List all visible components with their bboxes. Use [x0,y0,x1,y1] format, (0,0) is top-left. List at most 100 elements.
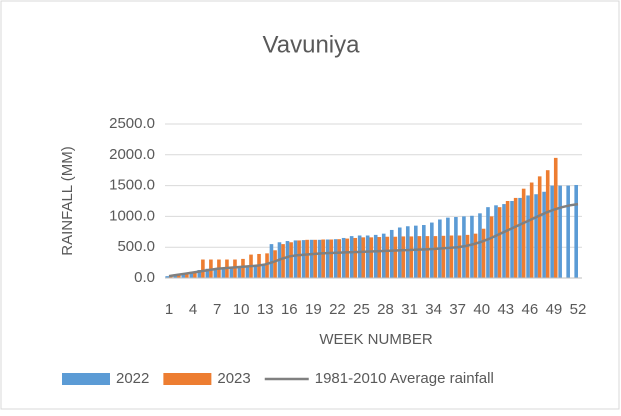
bar [221,267,226,278]
bar [502,204,506,278]
bar [297,240,301,278]
bar [494,205,498,278]
bar [317,239,322,278]
x-tick-label: 1 [165,301,173,318]
x-tick-label: 16 [281,301,298,318]
y-tick-label: 0.0 [134,269,155,286]
bar [353,237,358,278]
bar [309,239,314,278]
bar [185,273,189,278]
bar [237,266,242,278]
bar [574,184,578,278]
y-tick-label: 2000.0 [109,146,155,163]
bar [337,239,342,278]
bar [545,170,550,278]
x-tick-label: 10 [233,301,250,318]
bar [425,236,430,278]
legend-label: 1981-2010 Average rainfall [315,370,494,387]
bar [229,266,234,278]
x-tick-label: 40 [473,301,490,318]
bar [313,239,317,278]
bar [489,216,494,278]
x-tick-label: 37 [449,301,466,318]
bar [377,237,382,278]
x-tick-label: 19 [305,301,322,318]
bar [505,201,510,278]
bar [389,229,394,278]
y-tick-label: 1500.0 [109,177,155,194]
bar [345,238,350,278]
bar [542,191,546,278]
bar [417,236,422,278]
legend-label: 2023 [217,370,250,387]
bar [365,235,370,278]
legend-swatch [62,373,110,385]
bar [553,157,558,278]
bar [245,265,250,278]
bar [269,244,274,278]
bar [558,185,562,278]
bar [333,239,338,278]
bar [213,268,218,278]
bar [526,195,530,278]
x-tick-label: 25 [353,301,370,318]
bar [177,274,181,278]
y-tick-label: 1000.0 [109,207,155,224]
bar [321,239,325,278]
bar [381,233,386,278]
bar [165,276,170,278]
bar [478,213,482,278]
bar [373,234,378,278]
x-tick-label: 7 [213,301,221,318]
bar [305,239,309,278]
bar [518,197,522,278]
chart-title: Vavuniya [263,31,361,58]
bar [281,244,285,278]
bar [470,215,474,278]
x-tick-label: 22 [329,301,346,318]
bar [473,233,478,278]
x-tick-label: 46 [522,301,539,318]
line [168,202,579,278]
bar [205,268,210,278]
x-tick-label: 49 [546,301,563,318]
bar [385,236,390,278]
bar [369,237,374,278]
bar [233,259,237,278]
legend-label: 2022 [116,370,149,387]
bar [449,235,454,278]
x-tick-label: 43 [497,301,514,318]
bar [529,182,534,278]
bar [397,227,402,278]
bar [329,239,334,278]
bar [409,236,414,278]
bar [422,225,426,278]
bar [537,176,542,278]
bar [341,237,346,278]
bar [510,201,514,278]
bar [241,258,245,278]
x-tick-label: 31 [401,301,418,318]
bar [550,185,554,278]
bar [261,264,266,278]
bar [357,235,362,278]
bar [285,241,290,278]
bar [361,237,366,278]
bar [289,242,293,278]
bar [457,235,462,278]
bar [566,185,570,278]
x-tick-label: 4 [189,301,197,318]
bar [534,194,538,278]
bar [349,236,354,278]
x-tick-label: 52 [570,301,587,318]
bar [325,239,330,278]
bar [193,271,197,278]
bar [393,236,398,278]
bar [521,188,526,278]
y-tick-label: 2500.0 [109,115,155,132]
bar [433,236,438,278]
bar [441,235,446,278]
x-tick-label: 34 [425,301,442,318]
bar [486,207,490,278]
bar [413,225,418,278]
